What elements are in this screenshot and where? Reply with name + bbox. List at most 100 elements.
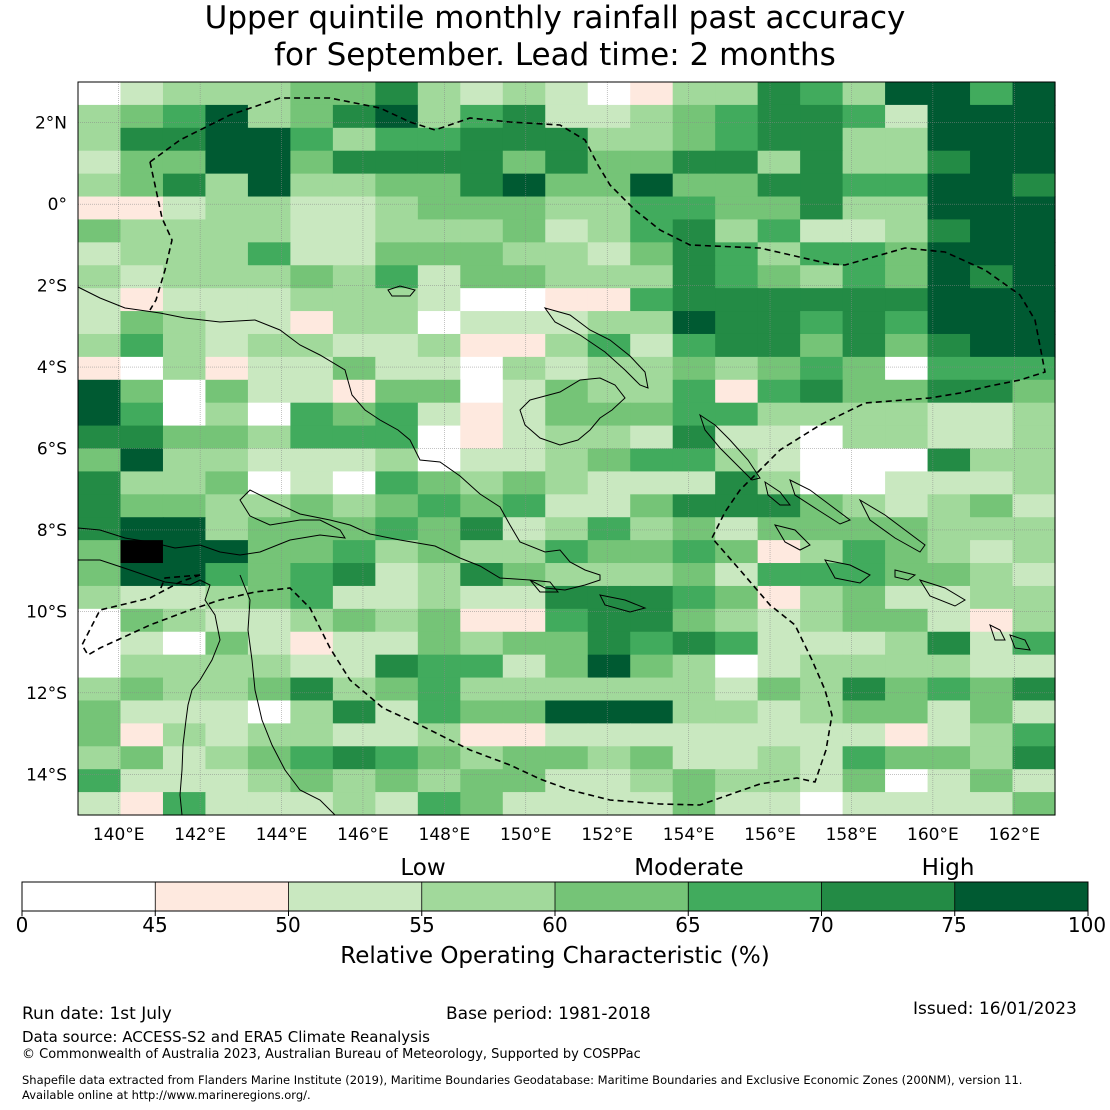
grid-cell — [205, 654, 249, 679]
grid-cell — [205, 356, 249, 381]
grid-cell — [672, 333, 716, 358]
grid-cell — [120, 585, 164, 610]
grid-cell — [205, 700, 249, 724]
grid-cell — [587, 792, 631, 816]
grid-cell — [587, 104, 631, 129]
grid-cell — [502, 631, 546, 656]
grid-cell — [842, 448, 886, 473]
grid-cell — [417, 585, 461, 610]
grid-cell — [630, 425, 674, 450]
grid-cell — [587, 631, 631, 656]
grid-cell — [970, 631, 1014, 656]
grid-cell — [502, 563, 546, 587]
grid-cell — [927, 196, 971, 221]
grid-cell — [672, 631, 716, 656]
grid-cell — [375, 792, 419, 816]
grid-cell — [375, 700, 419, 724]
grid-cell — [502, 356, 546, 381]
grid-cell — [800, 288, 844, 312]
colorbar-tick-55: 55 — [409, 913, 435, 937]
grid-cell — [587, 746, 631, 770]
grid-cell — [885, 242, 929, 266]
grid-cell — [1012, 700, 1056, 724]
lat-tick-label: 8°S — [37, 521, 67, 541]
grid-cell — [502, 150, 546, 175]
grid-cell — [927, 402, 971, 427]
grid-cell — [715, 311, 759, 335]
coastline-bougainville — [699, 413, 761, 481]
grid-cell — [842, 150, 886, 175]
map-gridlines — [78, 82, 1055, 815]
grid-cell — [800, 333, 844, 358]
grid-cell — [502, 196, 546, 221]
grid-cell — [545, 746, 589, 770]
grid-cell — [545, 654, 589, 679]
grid-cell — [290, 242, 334, 266]
grid-cell — [757, 448, 801, 473]
grid-cell — [120, 700, 164, 724]
grid-cell — [587, 219, 631, 243]
grid-cell — [247, 379, 291, 404]
grid-cell — [545, 792, 589, 816]
data-source: Data source: ACCESS-S2 and ERA5 Climate … — [22, 1028, 430, 1046]
grid-cell — [332, 104, 376, 129]
grid-cell — [290, 265, 334, 289]
grid-cell — [842, 792, 886, 816]
grid-cell — [927, 150, 971, 175]
grid-cell — [630, 219, 674, 243]
grid-cell — [757, 196, 801, 221]
grid-cell — [247, 677, 291, 702]
grid-cell — [162, 265, 207, 289]
grid-cell — [545, 219, 589, 243]
eez-boundary-torres — [159, 574, 201, 591]
grid-cell — [78, 173, 122, 198]
grid-cell — [1012, 127, 1056, 152]
grid-cell — [672, 104, 716, 129]
grid-cell — [460, 104, 504, 129]
grid-cell — [332, 471, 376, 495]
grid-cell — [757, 82, 801, 106]
grid-cell — [162, 700, 207, 724]
grid-cell — [587, 311, 631, 335]
grid-cell — [417, 150, 461, 175]
grid-cell — [715, 288, 759, 312]
grid-cell — [290, 471, 334, 495]
grid-cell — [332, 700, 376, 724]
grid-cell — [970, 288, 1014, 312]
rainfall-accuracy-grid — [78, 82, 1056, 816]
grid-cell — [78, 104, 122, 129]
grid-cell — [290, 494, 334, 518]
grid-cell — [757, 631, 801, 656]
grid-cell — [842, 333, 886, 358]
grid-cell — [970, 700, 1014, 724]
grid-cell — [970, 356, 1014, 381]
grid-cell — [545, 311, 589, 335]
grid-cell — [587, 127, 631, 152]
grid-cell — [375, 242, 419, 266]
grid-cell — [715, 563, 759, 587]
grid-cell — [587, 265, 631, 289]
colorbar-segment — [155, 882, 289, 911]
grid-cell — [842, 723, 886, 747]
grid-cell — [630, 311, 674, 335]
grid-cell — [162, 654, 207, 679]
lon-tick-label: 158°E — [826, 825, 878, 845]
grid-cell — [587, 82, 631, 106]
colorbar-frame — [21, 881, 1089, 912]
grid-cell — [800, 196, 844, 221]
grid-cell — [205, 746, 249, 770]
grid-cell — [332, 677, 376, 702]
grid-cell — [460, 219, 504, 243]
grid-cell — [162, 127, 207, 152]
grid-cell — [205, 563, 249, 587]
grid-cell — [672, 288, 716, 312]
grid-cell — [502, 448, 546, 473]
grid-cell — [630, 150, 674, 175]
grid-cell — [417, 517, 461, 541]
grid-cell — [885, 311, 929, 335]
grid-cell — [672, 356, 716, 381]
grid-cell — [885, 494, 929, 518]
grid-cell — [715, 677, 759, 702]
latitude-tick-labels: 2°N 0° 2°S 4°S 6°S 8°S 10°S 12°S 14°S — [26, 114, 67, 786]
grid-cell — [587, 402, 631, 427]
